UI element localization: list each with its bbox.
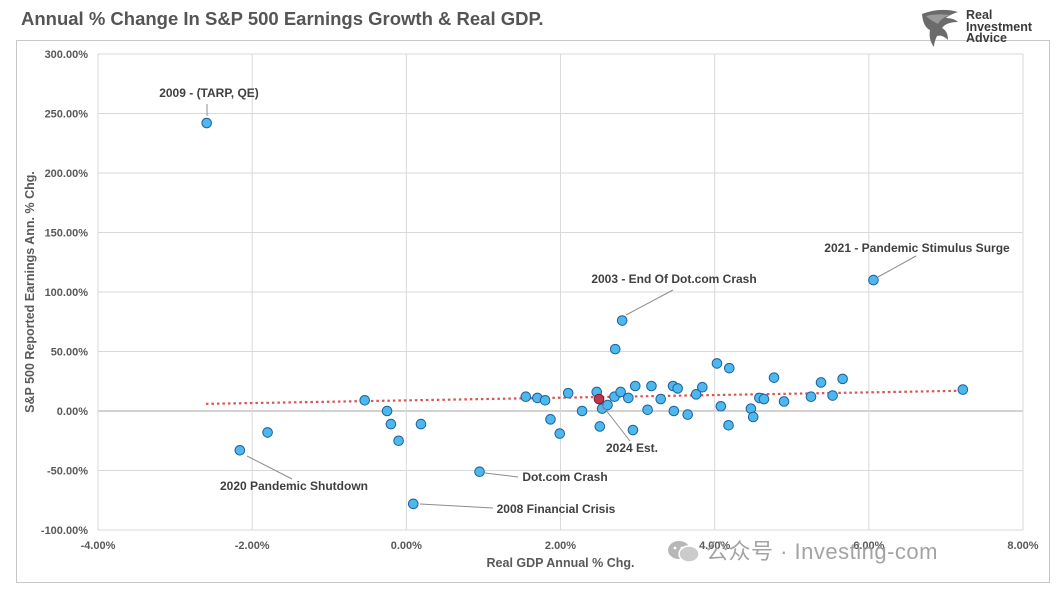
- data-point: [827, 390, 838, 401]
- y-tick-label: 300.00%: [45, 49, 89, 61]
- data-point: [616, 315, 628, 326]
- data-point: [711, 358, 723, 369]
- annotation-leader-line: [625, 289, 674, 316]
- annotation-label: 2020 Pandemic Shutdown: [220, 479, 368, 493]
- x-tick-label: -2.00%: [235, 540, 270, 552]
- data-point: [201, 117, 212, 129]
- x-tick-label: 6.00%: [853, 540, 884, 552]
- annotation-leader-line: [601, 404, 631, 442]
- data-point: [778, 396, 790, 407]
- wechat-icon: [668, 541, 700, 562]
- annotation-label: Dot.com Crash: [522, 470, 607, 484]
- trendline: [205, 389, 962, 405]
- data-point: [576, 405, 588, 417]
- data-point: [393, 435, 404, 447]
- annotation-leader-line: [484, 472, 519, 478]
- annotation-label: 2008 Financial Crisis: [497, 502, 616, 516]
- x-axis-label: Real GDP Annual % Chg.: [487, 556, 635, 570]
- annotation-leader-line: [419, 503, 494, 509]
- annotation-label: 2021 - Pandemic Stimulus Surge: [824, 241, 1010, 255]
- x-tick-label: 8.00%: [1007, 540, 1038, 552]
- data-point: [539, 394, 551, 406]
- x-tick-label: 2.00%: [545, 540, 576, 552]
- x-tick-label: 0.00%: [391, 540, 422, 552]
- y-tick-label: -50.00%: [47, 466, 88, 478]
- y-tick-label: 0.00%: [57, 406, 88, 418]
- chart-frame: [16, 40, 1050, 583]
- data-point: [837, 373, 848, 385]
- y-tick-label: 150.00%: [45, 228, 89, 240]
- data-point: [627, 424, 639, 436]
- annotation-label: 2009 - (TARP, QE): [159, 86, 259, 100]
- eagle-logo-icon: [922, 9, 958, 47]
- data-point: [594, 421, 606, 432]
- data-point-highlight: [593, 393, 605, 405]
- data-point: [747, 411, 759, 423]
- logo-text-line: Real: [966, 8, 993, 22]
- annotation-leader-line: [877, 255, 917, 278]
- data-point: [668, 405, 680, 417]
- data-point: [682, 409, 693, 420]
- data-point: [646, 380, 657, 392]
- annotation-label: 2003 - End Of Dot.com Crash: [591, 272, 756, 286]
- data-point: [615, 386, 626, 398]
- data-point: [768, 372, 780, 383]
- data-point: [562, 387, 574, 399]
- annotation-label: 2024 Est.: [606, 441, 658, 455]
- data-point: [629, 380, 641, 392]
- data-point: [520, 391, 532, 403]
- data-point: [715, 400, 727, 412]
- y-tick-label: -100.00%: [41, 525, 88, 537]
- brand-logo: Real Investment Advice: [918, 8, 1048, 50]
- data-point: [381, 405, 393, 417]
- data-point: [554, 428, 566, 439]
- y-tick-label: 100.00%: [45, 287, 89, 299]
- data-point: [602, 399, 613, 411]
- data-point: [758, 393, 770, 405]
- data-point: [868, 274, 879, 286]
- logo-text: Real Investment Advice: [966, 8, 1032, 45]
- y-tick-label: 50.00%: [51, 347, 89, 359]
- data-point: [385, 418, 397, 430]
- watermark: 公众号 · Investing-com: [666, 534, 938, 566]
- chart-title: Annual % Change In S&P 500 Earnings Grow…: [21, 8, 544, 29]
- data-point: [724, 362, 735, 374]
- data-point: [805, 391, 817, 403]
- data-point: [623, 392, 634, 404]
- data-point: [545, 414, 556, 425]
- data-point: [234, 444, 246, 456]
- annotation-leader-line: [246, 455, 293, 480]
- data-point: [359, 394, 371, 406]
- data-point: [723, 419, 734, 431]
- data-point: [474, 466, 485, 477]
- data-point: [815, 377, 827, 388]
- data-point: [642, 404, 653, 416]
- data-point: [957, 384, 969, 395]
- data-point: [655, 393, 667, 405]
- data-point: [609, 343, 621, 355]
- data-point: [415, 418, 427, 430]
- data-point: [262, 427, 273, 438]
- logo-text-line: Investment: [966, 19, 1032, 34]
- data-point: [672, 383, 683, 394]
- watermark-text: 公众号 · Investing-com: [706, 539, 938, 564]
- data-point: [697, 381, 708, 393]
- y-tick-label: 200.00%: [45, 168, 89, 180]
- data-point: [690, 389, 702, 400]
- x-tick-label: -4.00%: [81, 540, 116, 552]
- y-tick-label: 250.00%: [45, 109, 89, 121]
- x-tick-label: 4.00%: [699, 540, 730, 552]
- logo-text-line: Advice: [966, 31, 1007, 45]
- data-point: [407, 498, 419, 510]
- y-axis-label: S&P 500 Reported Earnings Ann. % Chg.: [23, 171, 37, 413]
